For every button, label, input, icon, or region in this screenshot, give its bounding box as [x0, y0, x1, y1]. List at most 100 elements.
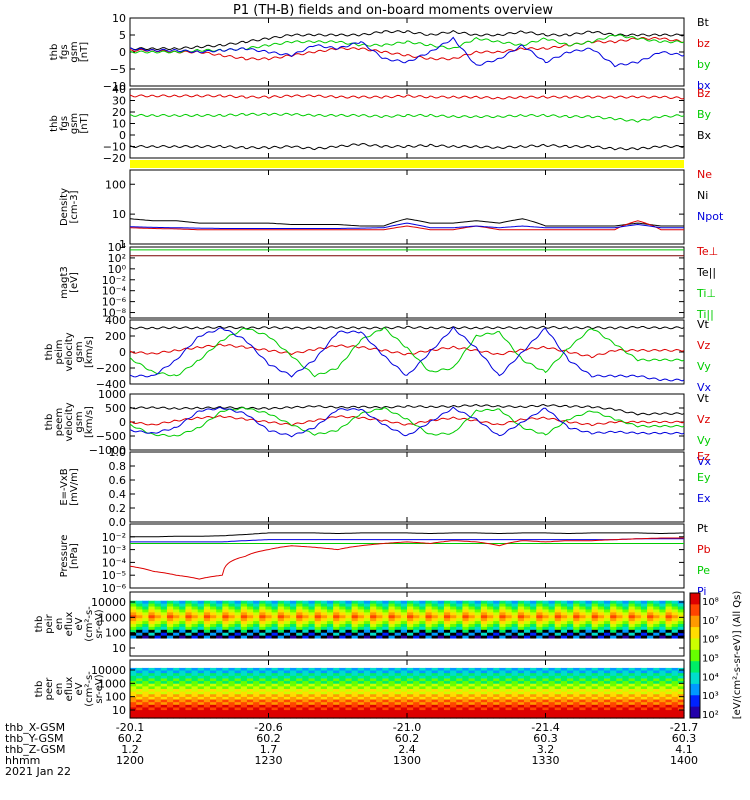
- heatmap-cell: [240, 715, 248, 719]
- heatmap-cell: [443, 621, 451, 625]
- heatmap-cell: [536, 683, 544, 687]
- heatmap-cell: [567, 603, 574, 608]
- heatmap-cell: [271, 691, 279, 695]
- heatmap-cell: [505, 689, 513, 693]
- heatmap-cell: [173, 629, 180, 634]
- heatmap-cell: [591, 710, 599, 714]
- heatmap-cell: [567, 683, 574, 687]
- heatmap-cell: [253, 638, 260, 643]
- heatmap-cell: [480, 696, 488, 701]
- heatmap-cell: [185, 681, 193, 685]
- heatmap-cell: [154, 597, 162, 602]
- heatmap-cell: [567, 600, 574, 605]
- heatmap-cell: [400, 650, 408, 654]
- heatmap-cell: [665, 618, 673, 622]
- heatmap-cell: [197, 696, 205, 701]
- heatmap-cell: [246, 665, 254, 669]
- heatmap-cell: [271, 592, 279, 596]
- heatmap-cell: [160, 650, 168, 654]
- heatmap-cell: [283, 670, 291, 674]
- heatmap-cell: [443, 629, 451, 634]
- y-axis-label: [eV]: [69, 272, 80, 293]
- figure-title: P1 (TH-B) fields and on-board moments ov…: [233, 3, 553, 18]
- heatmap-cell: [413, 626, 420, 631]
- heatmap-cell: [413, 594, 420, 599]
- heatmap-cell: [437, 615, 445, 619]
- heatmap-cell: [203, 603, 211, 608]
- heatmap-cell: [511, 715, 519, 719]
- heatmap-cell: [616, 686, 624, 690]
- heatmap-cell: [450, 683, 457, 687]
- heatmap-cell: [136, 592, 143, 596]
- heatmap-cell: [173, 707, 180, 711]
- heatmap-cell: [308, 673, 316, 677]
- heatmap-cell: [480, 694, 488, 698]
- heatmap-cell: [351, 624, 359, 628]
- heatmap-cell: [253, 650, 260, 654]
- heatmap-cell: [456, 694, 463, 698]
- heatmap-cell: [450, 699, 457, 703]
- heatmap-cell: [296, 691, 303, 695]
- heatmap-cell: [388, 653, 396, 657]
- heatmap-cell: [253, 609, 260, 613]
- y-axis-label: [nT]: [79, 42, 90, 62]
- heatmap-cell: [517, 644, 525, 648]
- heatmap-cell: [246, 712, 254, 716]
- heatmap-cell: [253, 600, 260, 605]
- heatmap-cell: [290, 686, 297, 690]
- heatmap-cell: [308, 626, 316, 631]
- heatmap-cell: [468, 629, 476, 634]
- heatmap-cell: [622, 689, 630, 693]
- heatmap-cell: [462, 675, 470, 680]
- heatmap-cell: [647, 667, 654, 672]
- heatmap-cell: [370, 707, 377, 711]
- heatmap-cell: [320, 660, 328, 664]
- heatmap-cell: [628, 606, 636, 611]
- heatmap-cell: [326, 694, 334, 698]
- heatmap-cell: [677, 660, 685, 664]
- heatmap-cell: [659, 615, 667, 619]
- heatmap-cell: [370, 624, 377, 628]
- heatmap-cell: [222, 681, 230, 685]
- heatmap-cell: [271, 603, 279, 608]
- heatmap-cell: [671, 696, 679, 701]
- heatmap-cell: [326, 618, 334, 622]
- heatmap-cell: [591, 667, 599, 672]
- heatmap-cell: [653, 675, 660, 680]
- heatmap-cell: [462, 678, 470, 682]
- heatmap-cell: [259, 712, 267, 716]
- heatmap-cell: [573, 621, 580, 625]
- heatmap-cell: [456, 715, 463, 719]
- heatmap-cell: [548, 699, 556, 703]
- heatmap-cell: [653, 696, 660, 701]
- heatmap-cell: [474, 615, 482, 619]
- heatmap-cell: [296, 644, 303, 648]
- heatmap-cell: [222, 662, 230, 666]
- heatmap-cell: [400, 638, 408, 643]
- heatmap-cell: [179, 702, 186, 706]
- heatmap-cell: [382, 707, 390, 711]
- heatmap-cell: [560, 621, 568, 625]
- series-vz-line: [129, 415, 685, 427]
- heatmap-cell: [554, 675, 562, 680]
- heatmap-cell: [240, 670, 248, 674]
- heatmap-cell: [370, 612, 377, 616]
- heatmap-cell: [246, 647, 254, 651]
- heatmap-cell: [345, 621, 353, 625]
- series-by-line: [129, 112, 685, 123]
- heatmap-cell: [610, 707, 617, 711]
- heatmap-cell: [228, 603, 236, 608]
- heatmap-cell: [130, 594, 137, 599]
- heatmap-cell: [160, 632, 168, 637]
- heatmap-cell: [456, 653, 463, 657]
- heatmap-cell: [425, 710, 433, 714]
- heatmap-cell: [363, 626, 371, 631]
- heatmap-cell: [647, 624, 654, 628]
- heatmap-cell: [622, 710, 630, 714]
- heatmap-cell: [222, 710, 230, 714]
- heatmap-cell: [166, 624, 174, 628]
- heatmap-cell: [277, 635, 285, 640]
- heatmap-cell: [160, 702, 168, 706]
- x-axis-value: 1.7: [260, 743, 278, 756]
- heatmap-cell: [166, 683, 174, 687]
